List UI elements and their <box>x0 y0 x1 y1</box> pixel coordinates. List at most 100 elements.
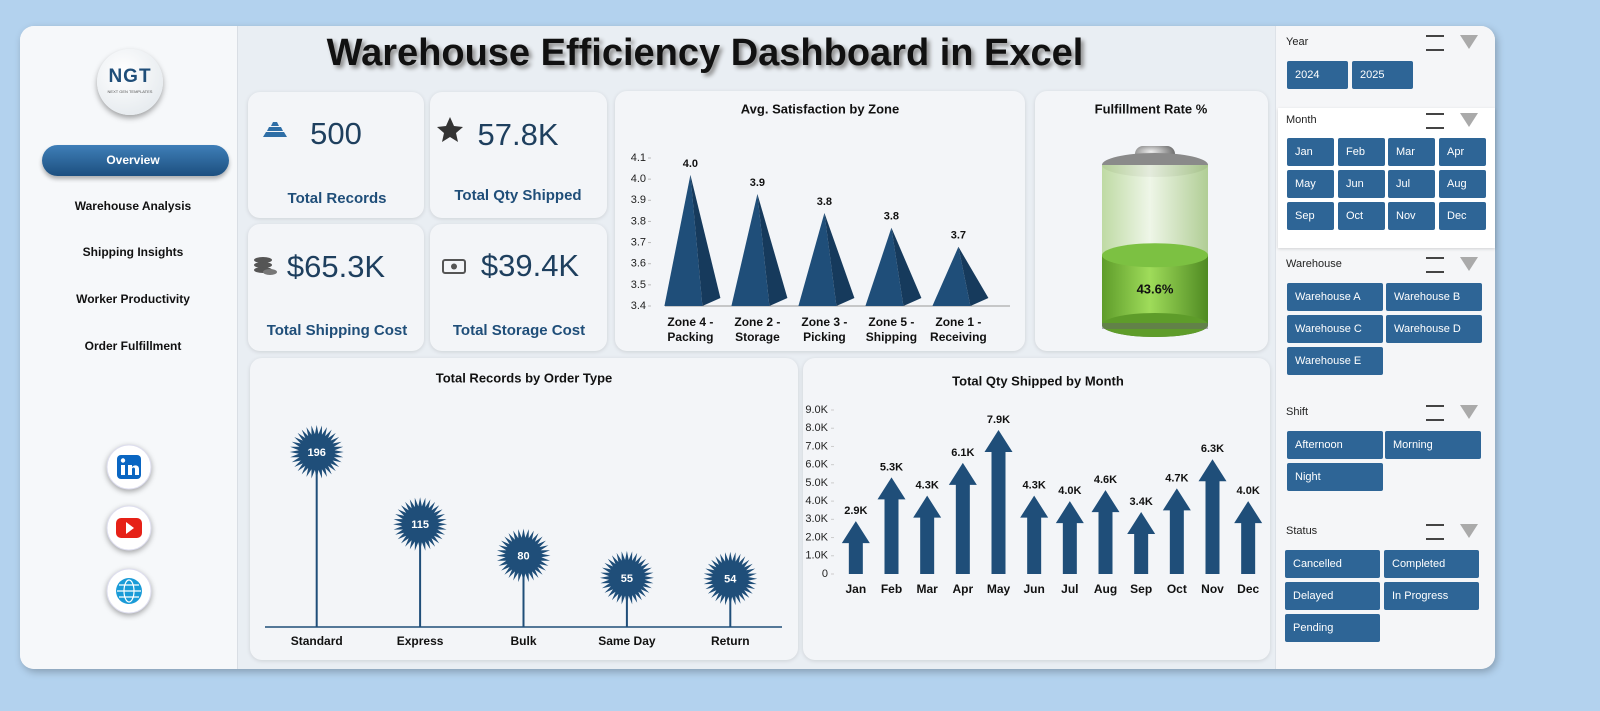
slicer-button[interactable]: Delayed <box>1285 582 1380 610</box>
linkedin-glyph <box>128 465 139 475</box>
slicer-multiselect[interactable] <box>1426 524 1444 540</box>
kpi-card <box>248 224 424 351</box>
x-tick-label: Oct <box>1167 582 1187 596</box>
lollipop <box>496 528 551 627</box>
slicer-button[interactable]: Night <box>1287 463 1383 491</box>
y-tick-label: 3.4 <box>631 300 646 312</box>
x-tick-label: Zone 5 - Shipping <box>865 315 918 344</box>
chart-title: Fulfillment Rate % <box>1095 101 1208 116</box>
chart-title: Total Records by Order Type <box>436 370 613 385</box>
sidebar <box>20 26 238 669</box>
y-tick-label: 7.0K <box>805 440 828 452</box>
pyramid-face <box>932 246 971 306</box>
value-label: 7.9K <box>987 414 1010 426</box>
battery-liquid-top <box>1102 243 1208 268</box>
slicer-button[interactable]: Apr <box>1439 138 1486 166</box>
slicer-multiselect[interactable] <box>1426 405 1444 421</box>
slicer-button[interactable]: Warehouse A <box>1287 283 1383 311</box>
lollipop <box>703 551 758 627</box>
value-label: 3.8 <box>884 211 899 223</box>
y-tick-label: 6.0K <box>805 459 828 471</box>
arrow-bar <box>841 521 870 574</box>
slicer-button[interactable]: May <box>1287 170 1334 198</box>
x-tick-label: Jun <box>1023 582 1044 596</box>
value-label: 2.9K <box>844 505 867 517</box>
nav-item[interactable]: Overview <box>106 153 160 167</box>
kpi-value: 500 <box>310 116 362 151</box>
value-label: 196 <box>308 447 326 459</box>
slicer-multiselect[interactable] <box>1426 257 1444 273</box>
x-tick-label: Zone 2 - Storage <box>734 315 781 344</box>
slicer-button[interactable]: Jun <box>1338 170 1385 198</box>
slicer-clear-filter[interactable] <box>1460 257 1478 271</box>
y-tick-label: 3.9 <box>631 194 646 206</box>
chart-title: Avg. Satisfaction by Zone <box>741 101 899 116</box>
logo-tagline: NEXT GEN TEMPLATES <box>107 89 153 94</box>
slicer-button[interactable]: Nov <box>1388 202 1435 230</box>
value-label: 6.1K <box>951 447 974 459</box>
kpi-value: 57.8K <box>477 117 559 152</box>
slicer-button[interactable]: 2024 <box>1287 61 1348 89</box>
slicer-button[interactable]: Aug <box>1439 170 1486 198</box>
x-tick-label: Standard <box>291 634 343 648</box>
slicer-multiselect[interactable] <box>1426 113 1444 129</box>
value-label: 115 <box>411 519 429 531</box>
slicer-button[interactable]: In Progress <box>1384 582 1479 610</box>
arrow-bar <box>1055 501 1084 574</box>
slicer-button[interactable]: Afternoon <box>1287 431 1383 459</box>
slicer-button[interactable]: Morning <box>1385 431 1481 459</box>
lollipop-head <box>496 528 551 583</box>
nav-item[interactable]: Worker Productivity <box>76 292 190 306</box>
slicer-button[interactable]: Pending <box>1285 614 1380 642</box>
slicer-button[interactable]: Completed <box>1384 550 1479 578</box>
linkedin-glyph <box>120 458 126 463</box>
y-tick-label: 5.0K <box>805 477 828 489</box>
nav-item[interactable]: Order Fulfillment <box>84 339 182 353</box>
x-tick-label: Zone 3 - Picking <box>801 315 848 344</box>
slicer-button[interactable]: Warehouse B <box>1386 283 1482 311</box>
x-tick-label: Zone 1 - Receiving <box>930 315 987 344</box>
kpi-value: $65.3K <box>286 249 386 284</box>
value-label: 3.7 <box>951 230 966 242</box>
pyramid-side <box>757 193 788 306</box>
slicer-button[interactable]: Jan <box>1287 138 1334 166</box>
kpi-label: Total Records <box>287 190 387 207</box>
slicer-button[interactable]: Warehouse C <box>1287 315 1383 343</box>
slicer-button[interactable]: Dec <box>1439 202 1486 230</box>
value-label: 43.6% <box>1137 282 1174 297</box>
pyramid-side <box>891 227 922 306</box>
slicer-button[interactable]: Warehouse D <box>1386 315 1482 343</box>
slicer-clear-filter[interactable] <box>1460 113 1478 127</box>
nav-item[interactable]: Warehouse Analysis <box>74 199 192 213</box>
value-label: 55 <box>621 573 633 585</box>
y-tick-label: 1.0K <box>805 550 828 562</box>
nav-item[interactable]: Shipping Insights <box>82 245 184 259</box>
nav-button-active[interactable] <box>42 145 229 176</box>
slicer-button[interactable]: Mar <box>1388 138 1435 166</box>
x-tick-label: Return <box>711 634 750 648</box>
lollipop-head <box>599 550 654 605</box>
slicer-clear-filter[interactable] <box>1460 524 1478 538</box>
pyramid-side <box>958 246 989 306</box>
slicer-title: Month <box>1286 114 1317 126</box>
slicer-clear-filter[interactable] <box>1460 35 1478 49</box>
slicer-button[interactable]: Jul <box>1388 170 1435 198</box>
value-label: 80 <box>517 550 529 562</box>
y-tick-label: 3.8 <box>631 215 646 227</box>
slicer-button[interactable]: Cancelled <box>1285 550 1380 578</box>
value-label: 4.0K <box>1058 485 1081 497</box>
kpi-label: Total Qty Shipped <box>454 187 582 204</box>
slicer-clear-filter[interactable] <box>1460 405 1478 419</box>
x-tick-label: Sep <box>1130 582 1152 596</box>
slicer-multiselect[interactable] <box>1426 35 1444 51</box>
battery-base <box>1102 323 1208 329</box>
lollipop <box>289 425 344 627</box>
value-label: 4.6K <box>1094 474 1117 486</box>
slicer-button[interactable]: Warehouse E <box>1287 347 1383 375</box>
slicer-button[interactable]: Oct <box>1338 202 1385 230</box>
slicer-button[interactable]: Sep <box>1287 202 1334 230</box>
kpi-icons <box>254 117 466 275</box>
slicer-button[interactable]: Feb <box>1338 138 1385 166</box>
slicer-button[interactable]: 2025 <box>1352 61 1413 89</box>
